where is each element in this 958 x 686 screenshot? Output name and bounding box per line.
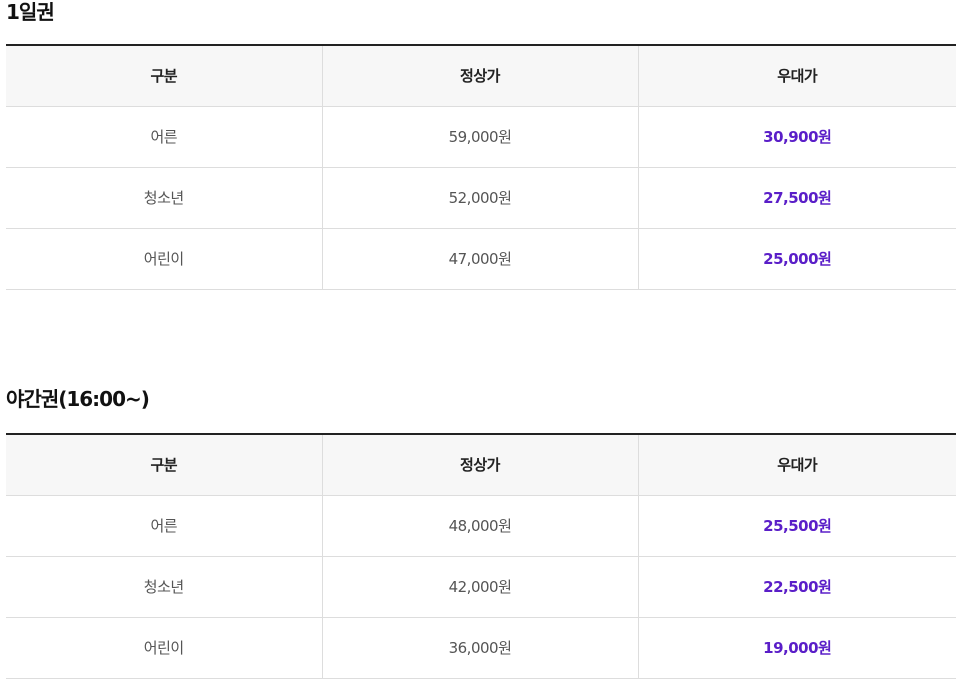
table-row: 어른 48,000원 25,500원 [6,495,956,557]
column-header-discount-price: 우대가 [637,45,956,107]
regular-price-cell: 47,000원 [321,228,638,290]
column-header-regular-price: 정상가 [321,45,638,107]
category-cell: 어른 [6,106,322,168]
column-header-regular-price: 정상가 [321,434,638,496]
table-row: 어린이 47,000원 25,000원 [6,228,956,290]
column-header-category: 구분 [6,45,322,107]
regular-price-cell: 48,000원 [321,495,638,557]
table-row: 어린이 36,000원 19,000원 [6,617,956,679]
category-cell: 어른 [6,495,322,557]
discount-price-cell: 25,000원 [637,228,956,290]
discount-price-cell: 30,900원 [637,106,956,168]
table-header-row: 구분 정상가 우대가 [6,45,956,107]
table-header-row: 구분 정상가 우대가 [6,434,956,496]
discount-price-cell: 19,000원 [637,617,956,679]
table-row: 청소년 42,000원 22,500원 [6,556,956,618]
discount-price-cell: 22,500원 [637,556,956,618]
section-title: 야간권(16:00~) [6,387,150,411]
column-header-discount-price: 우대가 [637,434,956,496]
night-pass-price-table: 구분 정상가 우대가 어른 48,000원 25,500원 청소년 42,000… [6,433,956,679]
regular-price-cell: 52,000원 [321,167,638,229]
regular-price-cell: 36,000원 [321,617,638,679]
regular-price-cell: 42,000원 [321,556,638,618]
discount-price-cell: 25,500원 [637,495,956,557]
table-row: 어른 59,000원 30,900원 [6,106,956,168]
discount-price-cell: 27,500원 [637,167,956,229]
night-pass-section: 야간권(16:00~) 구분 정상가 우대가 어른 48,000원 25,500… [6,386,956,679]
category-cell: 청소년 [6,556,322,618]
category-cell: 어린이 [6,617,322,679]
table-row: 청소년 52,000원 27,500원 [6,167,956,229]
category-cell: 청소년 [6,167,322,229]
section-title: 1일권 [6,0,55,24]
category-cell: 어린이 [6,228,322,290]
day-pass-price-table: 구분 정상가 우대가 어른 59,000원 30,900원 청소년 52,000… [6,44,956,290]
regular-price-cell: 59,000원 [321,106,638,168]
day-pass-section: 1일권 구분 정상가 우대가 어른 59,000원 30,900원 청소년 52… [6,0,956,290]
column-header-category: 구분 [6,434,322,496]
